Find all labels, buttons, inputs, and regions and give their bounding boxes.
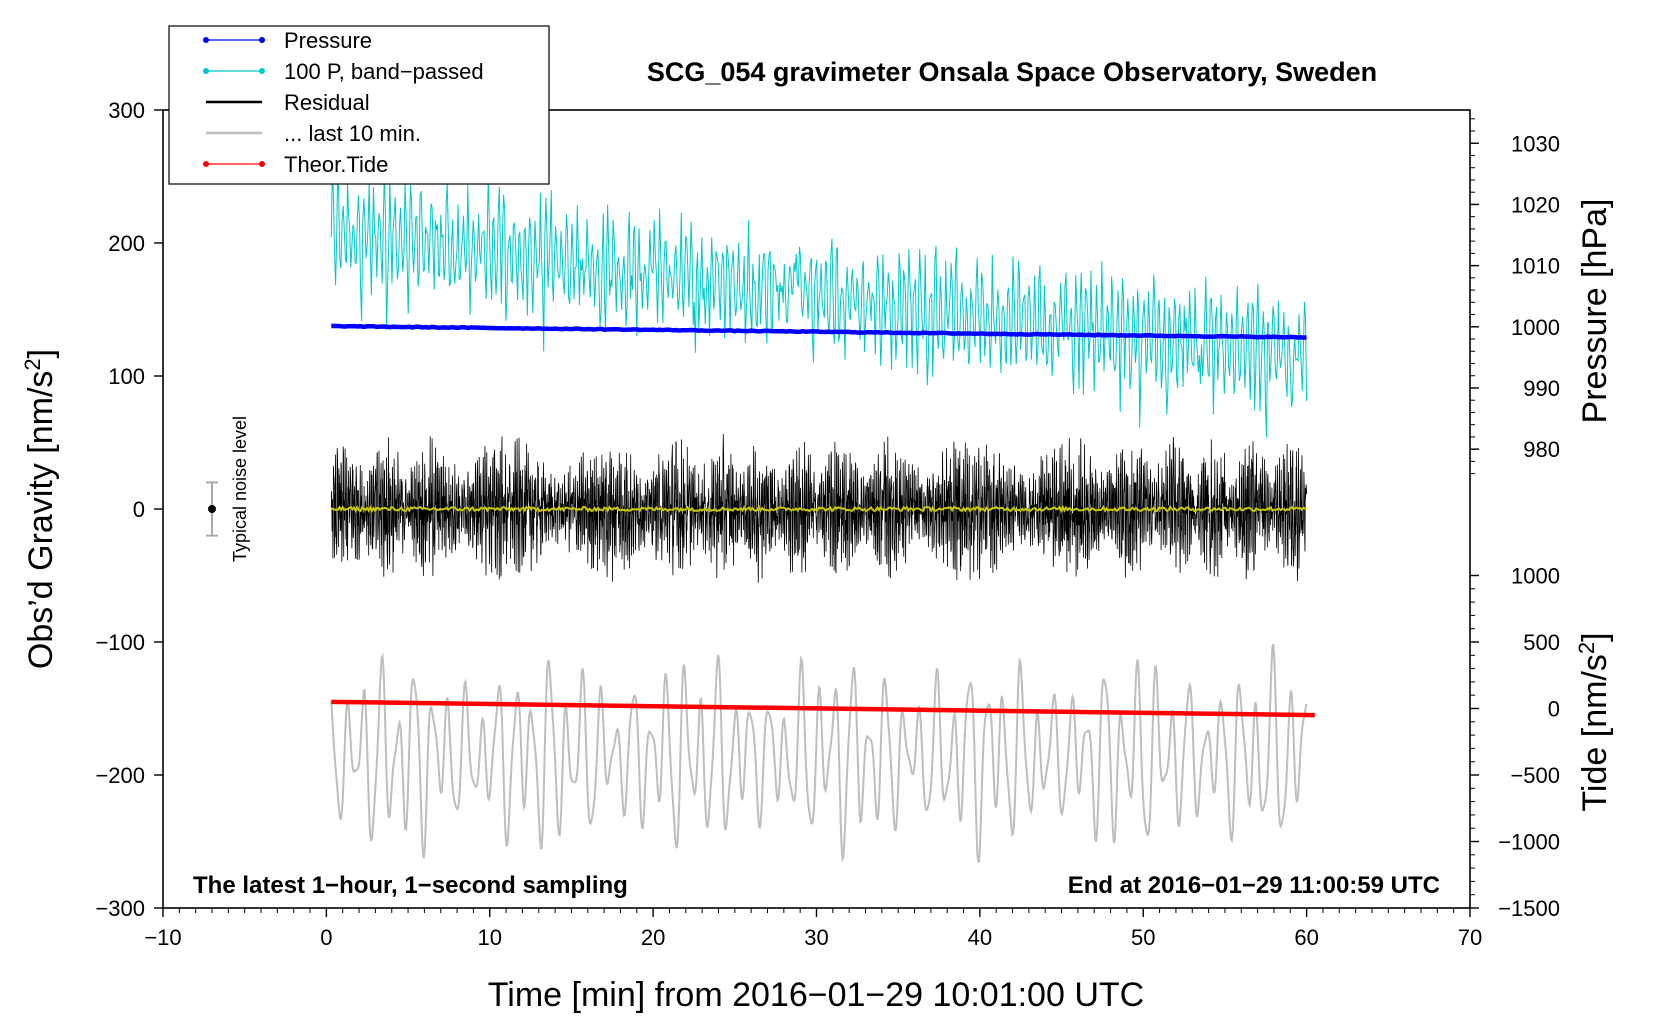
legend-label: 100 P, band−passed [284,59,484,84]
legend-marker [203,161,209,167]
x-tick-label: −10 [144,925,181,950]
legend-label: ... last 10 min. [284,121,421,146]
tide-tick-label: 1000 [1511,564,1560,589]
pressure-tick-label: 1000 [1511,315,1560,340]
x-tick-label: 40 [968,925,992,950]
series-bandpassed-pressure-line [330,158,1308,438]
series-mean-residual-line [330,504,1308,514]
y-tick-label: 100 [108,364,145,389]
x-tick-label: 70 [1458,925,1482,950]
tide-tick-label: −500 [1510,763,1560,788]
pressure-axis-label: Pressure [hPa] [1576,199,1614,424]
legend-label: Pressure [284,28,372,53]
pressure-tick-label: 990 [1523,376,1560,401]
tide-axis-label-main: Tide [nm/s [1576,654,1614,811]
legend-marker [259,37,265,43]
y-tick-label: 300 [108,98,145,123]
x-tick-label: 60 [1294,925,1318,950]
pressure-tick-label: 980 [1523,437,1560,462]
legend-marker [203,68,209,74]
tide-tick-label: −1000 [1498,830,1560,855]
series-pressure-line [331,323,1307,340]
pressure-tick-label: 1010 [1511,254,1560,279]
y-tick-label: 200 [108,231,145,256]
legend: Pressure 100 P, band−passed Residual ... la… [168,25,550,185]
x-tick-label: 20 [641,925,665,950]
annotation-bottom-right: End at 2016−01−29 11:00:59 UTC [1068,872,1440,899]
annotation-bottom-left: The latest 1−hour, 1−second sampling [193,872,628,899]
tide-axis-label: Tide [nm/s2] [1574,632,1615,811]
ticks-layer: −10 0 10 20 30 40 50 60 70−300−200−1000100200300… [95,98,1560,950]
y-axis-label: Obs’d Gravity [nm/s2] [20,349,61,669]
series-layer [330,158,1315,863]
tide-tick-label: 0 [1548,697,1560,722]
y-axis-label-main: Obs’d Gravity [nm/s [22,371,60,670]
y-tick-label: −300 [95,896,145,921]
legend-marker [259,161,265,167]
y-axis-label-end: ] [22,349,60,358]
legend-label: Theor.Tide [284,152,388,177]
tide-tick-label: 500 [1523,630,1560,655]
legend-marker [259,68,265,74]
chart-title: SCG_054 gravimeter Onsala Space Observat… [647,57,1377,87]
legend-marker [203,37,209,43]
legend-box [168,25,550,185]
legend-label: Residual [284,90,370,115]
x-axis-label: Time [min] from 2016−01−29 10:01:00 UTC [488,976,1144,1014]
y-tick-label: 0 [133,497,145,522]
x-tick-label: 10 [478,925,502,950]
x-tick-label: 50 [1131,925,1155,950]
noise-indicator: Typical noise level [206,416,250,562]
y-axis-label-sup: 2 [20,358,45,370]
noise-label: Typical noise level [230,416,250,562]
x-tick-label: 30 [804,925,828,950]
pressure-tick-label: 1030 [1511,131,1560,156]
series-theor-tide-line [331,699,1315,718]
y-tick-label: −100 [95,630,145,655]
tide-axis-label-sup: 2 [1574,642,1599,654]
tide-axis-label-end: ] [1576,632,1614,641]
series-last-10-min-line [330,643,1308,863]
tide-tick-label: −1500 [1498,896,1560,921]
y-tick-label: −200 [95,763,145,788]
x-tick-label: 0 [320,925,332,950]
pressure-tick-label: 1020 [1511,192,1560,217]
noise-marker [208,505,217,513]
